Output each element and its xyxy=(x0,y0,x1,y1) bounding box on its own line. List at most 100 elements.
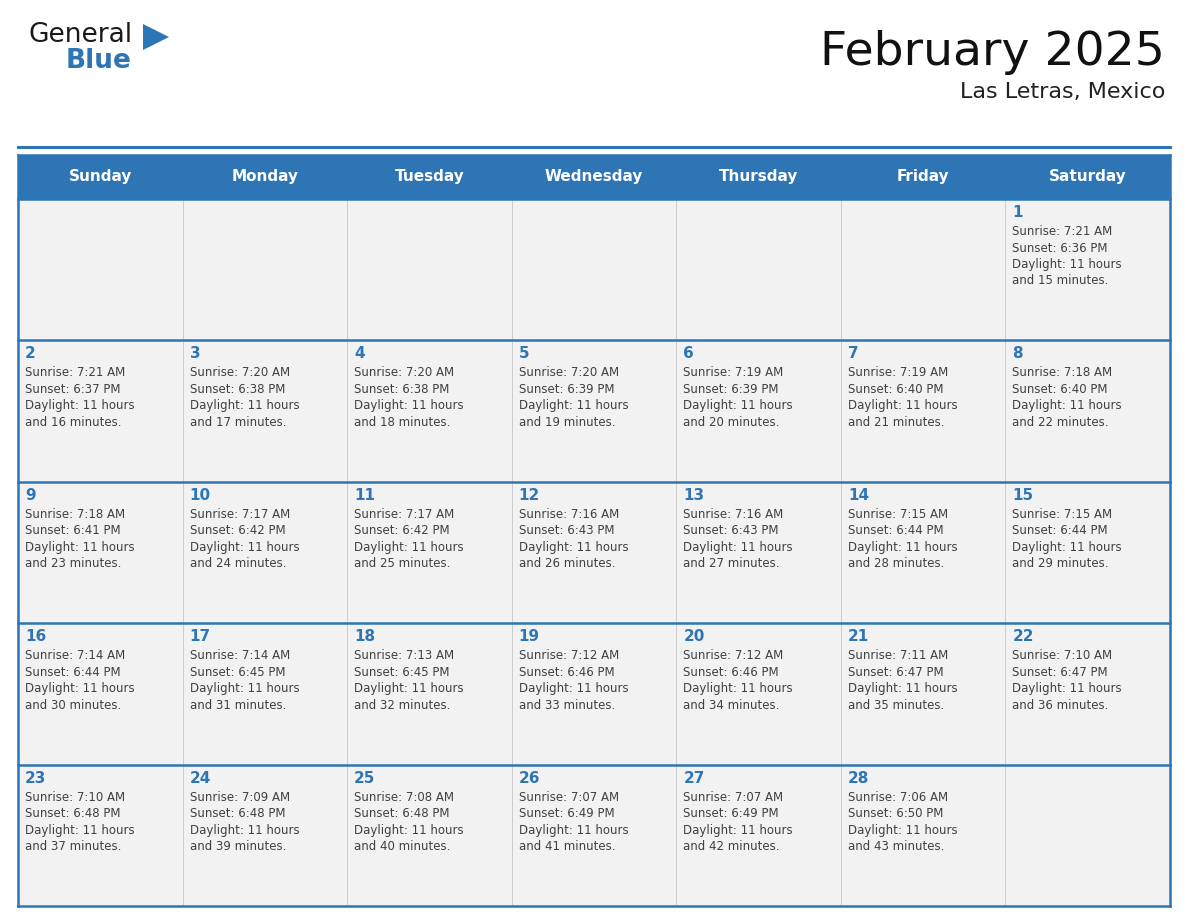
Text: Sunrise: 7:16 AM: Sunrise: 7:16 AM xyxy=(683,508,784,521)
Text: and 27 minutes.: and 27 minutes. xyxy=(683,557,779,570)
Text: Daylight: 11 hours: Daylight: 11 hours xyxy=(683,399,792,412)
Text: and 31 minutes.: and 31 minutes. xyxy=(190,699,286,711)
Bar xyxy=(512,482,676,623)
Text: 5: 5 xyxy=(519,346,530,362)
Text: Daylight: 11 hours: Daylight: 11 hours xyxy=(1012,399,1121,412)
Bar xyxy=(347,765,512,906)
Bar xyxy=(676,482,841,623)
Text: Sunrise: 7:20 AM: Sunrise: 7:20 AM xyxy=(354,366,454,379)
Text: 19: 19 xyxy=(519,629,539,644)
Text: Sunrise: 7:17 AM: Sunrise: 7:17 AM xyxy=(190,508,290,521)
Text: 27: 27 xyxy=(683,770,704,786)
Text: and 24 minutes.: and 24 minutes. xyxy=(190,557,286,570)
Text: Sunset: 6:44 PM: Sunset: 6:44 PM xyxy=(1012,524,1108,537)
Text: Sunrise: 7:18 AM: Sunrise: 7:18 AM xyxy=(25,508,125,521)
Text: Daylight: 11 hours: Daylight: 11 hours xyxy=(25,399,134,412)
Bar xyxy=(183,765,347,906)
Text: Sunrise: 7:10 AM: Sunrise: 7:10 AM xyxy=(25,790,125,803)
Text: Sunset: 6:45 PM: Sunset: 6:45 PM xyxy=(354,666,449,678)
Text: 12: 12 xyxy=(519,487,541,503)
Text: Sunset: 6:46 PM: Sunset: 6:46 PM xyxy=(519,666,614,678)
Text: Sunset: 6:45 PM: Sunset: 6:45 PM xyxy=(190,666,285,678)
Text: Daylight: 11 hours: Daylight: 11 hours xyxy=(354,399,463,412)
Bar xyxy=(676,199,841,341)
Text: 14: 14 xyxy=(848,487,868,503)
Text: Sunrise: 7:19 AM: Sunrise: 7:19 AM xyxy=(683,366,784,379)
Text: Daylight: 11 hours: Daylight: 11 hours xyxy=(1012,682,1121,695)
Text: 13: 13 xyxy=(683,487,704,503)
Bar xyxy=(841,623,1005,765)
Text: Sunset: 6:40 PM: Sunset: 6:40 PM xyxy=(848,383,943,396)
Text: Daylight: 11 hours: Daylight: 11 hours xyxy=(519,823,628,836)
Text: and 37 minutes.: and 37 minutes. xyxy=(25,840,121,853)
Text: Sunday: Sunday xyxy=(69,170,132,185)
Text: Daylight: 11 hours: Daylight: 11 hours xyxy=(25,682,134,695)
Text: Monday: Monday xyxy=(232,170,298,185)
Bar xyxy=(841,482,1005,623)
Text: Sunrise: 7:12 AM: Sunrise: 7:12 AM xyxy=(519,649,619,662)
Text: Sunrise: 7:15 AM: Sunrise: 7:15 AM xyxy=(848,508,948,521)
Text: Sunrise: 7:18 AM: Sunrise: 7:18 AM xyxy=(1012,366,1112,379)
Bar xyxy=(347,199,512,341)
Bar xyxy=(183,482,347,623)
Text: Las Letras, Mexico: Las Letras, Mexico xyxy=(960,82,1165,102)
Bar xyxy=(183,623,347,765)
Text: and 42 minutes.: and 42 minutes. xyxy=(683,840,779,853)
Text: Sunset: 6:36 PM: Sunset: 6:36 PM xyxy=(1012,241,1108,254)
Bar xyxy=(18,341,183,482)
Text: Daylight: 11 hours: Daylight: 11 hours xyxy=(848,823,958,836)
Text: and 32 minutes.: and 32 minutes. xyxy=(354,699,450,711)
Text: and 34 minutes.: and 34 minutes. xyxy=(683,699,779,711)
Text: 3: 3 xyxy=(190,346,201,362)
Text: Sunrise: 7:20 AM: Sunrise: 7:20 AM xyxy=(519,366,619,379)
Text: Sunrise: 7:20 AM: Sunrise: 7:20 AM xyxy=(190,366,290,379)
Text: Sunset: 6:43 PM: Sunset: 6:43 PM xyxy=(519,524,614,537)
Text: Sunset: 6:44 PM: Sunset: 6:44 PM xyxy=(848,524,943,537)
Text: Daylight: 11 hours: Daylight: 11 hours xyxy=(848,541,958,554)
Text: Sunrise: 7:19 AM: Sunrise: 7:19 AM xyxy=(848,366,948,379)
Bar xyxy=(512,765,676,906)
Text: Sunset: 6:47 PM: Sunset: 6:47 PM xyxy=(848,666,943,678)
Text: Sunrise: 7:10 AM: Sunrise: 7:10 AM xyxy=(1012,649,1112,662)
Text: Thursday: Thursday xyxy=(719,170,798,185)
Bar xyxy=(1005,199,1170,341)
Text: Saturday: Saturday xyxy=(1049,170,1126,185)
Bar xyxy=(512,623,676,765)
Bar xyxy=(676,765,841,906)
Text: Sunrise: 7:12 AM: Sunrise: 7:12 AM xyxy=(683,649,784,662)
Text: Sunrise: 7:16 AM: Sunrise: 7:16 AM xyxy=(519,508,619,521)
Text: 11: 11 xyxy=(354,487,375,503)
Text: and 29 minutes.: and 29 minutes. xyxy=(1012,557,1108,570)
Text: 9: 9 xyxy=(25,487,36,503)
Text: 24: 24 xyxy=(190,770,211,786)
Text: Daylight: 11 hours: Daylight: 11 hours xyxy=(519,399,628,412)
Text: Sunrise: 7:06 AM: Sunrise: 7:06 AM xyxy=(848,790,948,803)
Text: and 21 minutes.: and 21 minutes. xyxy=(848,416,944,429)
Text: 10: 10 xyxy=(190,487,210,503)
Text: Daylight: 11 hours: Daylight: 11 hours xyxy=(354,823,463,836)
Text: and 25 minutes.: and 25 minutes. xyxy=(354,557,450,570)
Text: and 16 minutes.: and 16 minutes. xyxy=(25,416,121,429)
Text: 18: 18 xyxy=(354,629,375,644)
Text: Sunset: 6:48 PM: Sunset: 6:48 PM xyxy=(354,807,449,820)
Text: and 15 minutes.: and 15 minutes. xyxy=(1012,274,1108,287)
Text: and 17 minutes.: and 17 minutes. xyxy=(190,416,286,429)
Text: Sunset: 6:42 PM: Sunset: 6:42 PM xyxy=(354,524,450,537)
Text: Daylight: 11 hours: Daylight: 11 hours xyxy=(190,823,299,836)
Text: 8: 8 xyxy=(1012,346,1023,362)
Text: Sunrise: 7:15 AM: Sunrise: 7:15 AM xyxy=(1012,508,1112,521)
Text: 26: 26 xyxy=(519,770,541,786)
Text: and 41 minutes.: and 41 minutes. xyxy=(519,840,615,853)
Text: Sunrise: 7:08 AM: Sunrise: 7:08 AM xyxy=(354,790,454,803)
Bar xyxy=(841,199,1005,341)
Bar xyxy=(183,341,347,482)
Bar xyxy=(18,623,183,765)
Text: Friday: Friday xyxy=(897,170,949,185)
Text: Sunset: 6:47 PM: Sunset: 6:47 PM xyxy=(1012,666,1108,678)
Bar xyxy=(18,155,1170,199)
Bar xyxy=(18,482,183,623)
Text: Daylight: 11 hours: Daylight: 11 hours xyxy=(354,541,463,554)
Text: Daylight: 11 hours: Daylight: 11 hours xyxy=(1012,258,1121,271)
Bar xyxy=(1005,482,1170,623)
Text: Daylight: 11 hours: Daylight: 11 hours xyxy=(25,541,134,554)
